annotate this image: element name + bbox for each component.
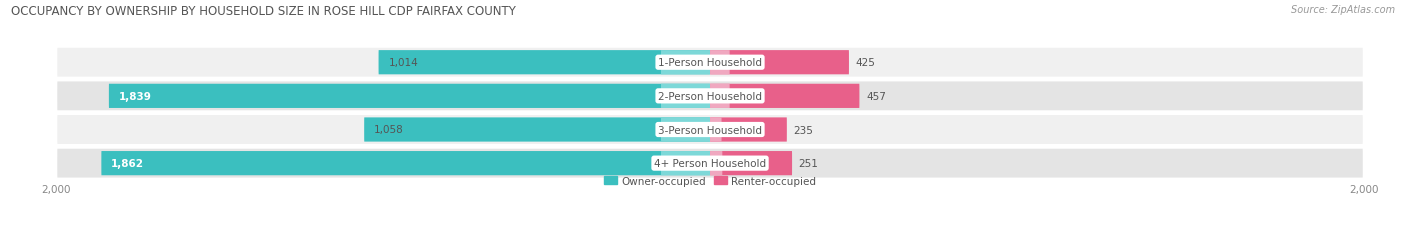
FancyBboxPatch shape xyxy=(710,118,721,142)
FancyBboxPatch shape xyxy=(710,118,787,142)
FancyBboxPatch shape xyxy=(661,118,710,142)
Legend: Owner-occupied, Renter-occupied: Owner-occupied, Renter-occupied xyxy=(605,176,815,186)
FancyBboxPatch shape xyxy=(56,115,1364,145)
FancyBboxPatch shape xyxy=(108,84,710,109)
Text: 1-Person Household: 1-Person Household xyxy=(658,58,762,68)
Text: 251: 251 xyxy=(799,158,818,168)
FancyBboxPatch shape xyxy=(101,151,710,176)
FancyBboxPatch shape xyxy=(661,151,710,176)
Text: 3-Person Household: 3-Person Household xyxy=(658,125,762,135)
FancyBboxPatch shape xyxy=(661,84,710,109)
FancyBboxPatch shape xyxy=(710,51,849,75)
FancyBboxPatch shape xyxy=(364,118,710,142)
Text: 2-Person Household: 2-Person Household xyxy=(658,91,762,101)
Text: 4+ Person Household: 4+ Person Household xyxy=(654,158,766,168)
Text: 457: 457 xyxy=(866,91,886,101)
FancyBboxPatch shape xyxy=(56,48,1364,78)
FancyBboxPatch shape xyxy=(661,51,710,75)
FancyBboxPatch shape xyxy=(710,84,730,109)
Text: 1,862: 1,862 xyxy=(111,158,145,168)
FancyBboxPatch shape xyxy=(710,151,792,176)
Text: 1,058: 1,058 xyxy=(374,125,404,135)
Text: 425: 425 xyxy=(855,58,876,68)
Text: 1,014: 1,014 xyxy=(388,58,418,68)
FancyBboxPatch shape xyxy=(710,151,723,176)
Text: Source: ZipAtlas.com: Source: ZipAtlas.com xyxy=(1291,5,1395,15)
FancyBboxPatch shape xyxy=(378,51,710,75)
FancyBboxPatch shape xyxy=(56,81,1364,112)
Text: 1,839: 1,839 xyxy=(118,91,152,101)
FancyBboxPatch shape xyxy=(710,51,730,75)
Text: 235: 235 xyxy=(793,125,813,135)
FancyBboxPatch shape xyxy=(710,84,859,109)
FancyBboxPatch shape xyxy=(56,148,1364,179)
Text: OCCUPANCY BY OWNERSHIP BY HOUSEHOLD SIZE IN ROSE HILL CDP FAIRFAX COUNTY: OCCUPANCY BY OWNERSHIP BY HOUSEHOLD SIZE… xyxy=(11,5,516,18)
